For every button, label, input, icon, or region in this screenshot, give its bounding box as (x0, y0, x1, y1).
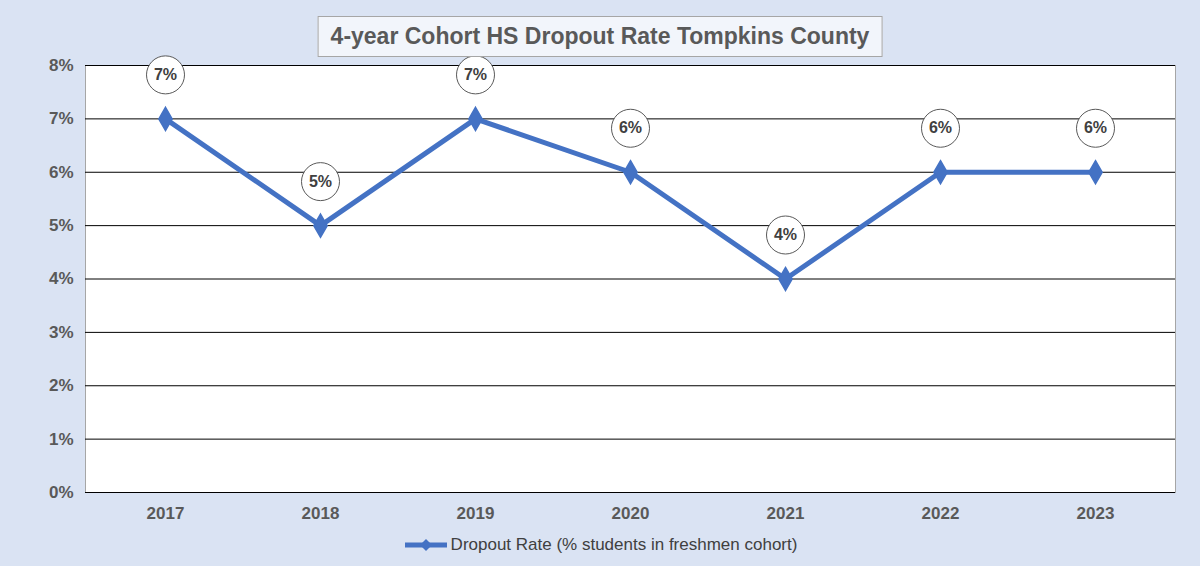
svg-text:4%: 4% (49, 269, 74, 288)
svg-text:2021: 2021 (767, 504, 805, 523)
svg-text:2019: 2019 (457, 504, 495, 523)
svg-text:6%: 6% (929, 119, 952, 136)
svg-text:2017: 2017 (147, 504, 185, 523)
html-text:4-year Cohort HS Dropout Rate: 4-year Cohort HS Dropout Rate Tompkins C… (330, 23, 870, 49)
svg-text:2023: 2023 (1077, 504, 1115, 523)
svg-text:7%: 7% (464, 66, 487, 83)
svg-text:2018: 2018 (302, 504, 340, 523)
svg-text:6%: 6% (1084, 119, 1107, 136)
html-text:Dropout Rate (% students in fr: Dropout Rate (% students in freshmen coh… (450, 535, 798, 554)
svg-text:4%: 4% (774, 226, 797, 243)
svg-text:6%: 6% (619, 119, 642, 136)
svg-text:7%: 7% (49, 109, 74, 128)
svg-text:2020: 2020 (612, 504, 650, 523)
svg-text:1%: 1% (49, 430, 74, 449)
svg-text:2022: 2022 (922, 504, 960, 523)
svg-text:2%: 2% (49, 376, 74, 395)
svg-text:7%: 7% (154, 66, 177, 83)
svg-text:5%: 5% (49, 216, 74, 235)
svg-text:3%: 3% (49, 323, 74, 342)
svg-text:8%: 8% (49, 56, 74, 75)
svg-text:6%: 6% (49, 163, 74, 182)
svg-text:0%: 0% (49, 483, 74, 502)
svg-text:5%: 5% (309, 173, 332, 190)
